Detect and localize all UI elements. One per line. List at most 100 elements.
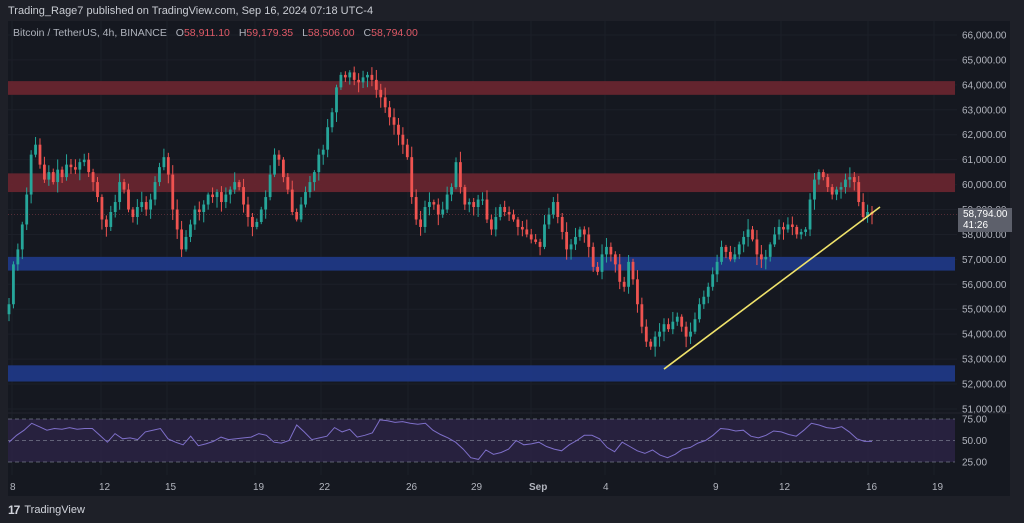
candle-body	[100, 197, 104, 220]
candle-body	[684, 326, 688, 337]
candle-body	[286, 177, 290, 190]
candle-body	[813, 179, 816, 200]
candle-body	[782, 226, 785, 230]
candle-body	[423, 207, 427, 227]
candle-body	[746, 229, 750, 237]
candle-body	[339, 74, 343, 88]
time-axis-label: 12	[99, 482, 111, 493]
candle-body	[494, 216, 498, 230]
candle-body	[20, 224, 24, 250]
candle-body	[242, 187, 245, 205]
candle-body	[149, 199, 153, 210]
candle-body	[507, 212, 511, 215]
candle-body	[69, 164, 73, 168]
candle-body	[135, 207, 139, 217]
candle-body	[366, 74, 369, 78]
candle-body	[343, 74, 347, 78]
price-axis-label: 56,000.00	[962, 280, 1007, 291]
candle-body	[109, 212, 113, 227]
candle-body	[357, 79, 361, 83]
candle-body	[140, 202, 144, 208]
support-zone	[8, 256, 955, 271]
candle-body	[693, 319, 697, 332]
candle-body	[857, 182, 861, 203]
candle-body	[162, 157, 166, 168]
time-axis-label: 16	[866, 482, 878, 493]
candle-body	[751, 229, 754, 240]
symbol-legend: Bitcoin / TetherUS, 4h, BINANCE O58,911.…	[13, 27, 418, 39]
candle-body	[512, 214, 515, 220]
candle-body	[454, 162, 458, 188]
candle-body	[711, 274, 715, 287]
candle-body	[246, 204, 250, 217]
candle-body	[308, 182, 312, 193]
candle-body	[34, 144, 37, 155]
time-axis-label: 29	[471, 482, 483, 493]
candle-body	[419, 219, 422, 227]
candle-body	[790, 224, 794, 227]
rsi-axis-label: 75.00	[962, 415, 987, 426]
candle-body	[56, 169, 60, 183]
candle-body	[51, 172, 55, 183]
open-label: O	[175, 27, 184, 39]
candle-body	[698, 304, 701, 320]
rsi-line	[8, 419, 872, 460]
resistance-zone	[8, 173, 955, 193]
candle-body	[680, 316, 684, 327]
candle-body	[649, 341, 653, 347]
price-axis-label: 63,000.00	[962, 105, 1007, 116]
price-axis-label: 51,000.00	[962, 404, 1007, 415]
candle-body	[273, 154, 276, 175]
candle-body	[47, 172, 51, 180]
candle-body	[410, 157, 414, 198]
trendline[interactable]	[663, 206, 881, 370]
candle-body	[569, 244, 573, 250]
candle-body	[503, 207, 507, 213]
candle-body	[587, 234, 591, 247]
candle-body	[795, 226, 799, 235]
candle-body	[383, 97, 387, 108]
candle-body	[609, 246, 613, 255]
candle-body	[348, 72, 352, 78]
candle-body	[538, 241, 542, 247]
candle-body	[804, 229, 808, 232]
candle-body	[866, 212, 869, 217]
candle-body	[180, 229, 183, 250]
brand-name: TradingView	[24, 504, 85, 516]
footer-branding[interactable]: 17 TradingView	[8, 503, 85, 517]
candle-body	[175, 209, 179, 230]
candle-body	[228, 189, 232, 195]
candle-body	[737, 244, 741, 255]
candle-body	[184, 236, 188, 250]
candle-body	[153, 182, 157, 200]
candle-body	[189, 224, 192, 237]
candle-body	[131, 209, 135, 217]
candle-body	[773, 234, 777, 245]
candle-body	[304, 192, 307, 205]
candle-body	[835, 189, 838, 195]
candle-body	[605, 246, 608, 255]
candle-body	[237, 182, 241, 188]
candle-body	[255, 221, 259, 227]
candle-body	[472, 202, 476, 208]
candle-body	[485, 199, 489, 220]
candle-body	[414, 197, 418, 220]
candle-body	[428, 202, 431, 208]
high-label: H	[238, 27, 247, 39]
candle-body	[432, 202, 436, 205]
candle-body	[330, 112, 334, 128]
price-axis-label: 53,000.00	[962, 355, 1007, 366]
time-axis-label: 15	[165, 482, 177, 493]
candle-body	[78, 162, 82, 170]
candle-body	[720, 246, 723, 262]
candle-body	[529, 234, 533, 240]
candle-body	[122, 182, 126, 190]
candle-body	[733, 254, 737, 260]
candle-body	[516, 219, 520, 227]
candle-body	[220, 192, 223, 203]
price-axis-label: 61,000.00	[962, 155, 1007, 166]
candle-body	[326, 127, 330, 150]
candle-body	[202, 204, 206, 213]
candle-body	[436, 204, 440, 215]
